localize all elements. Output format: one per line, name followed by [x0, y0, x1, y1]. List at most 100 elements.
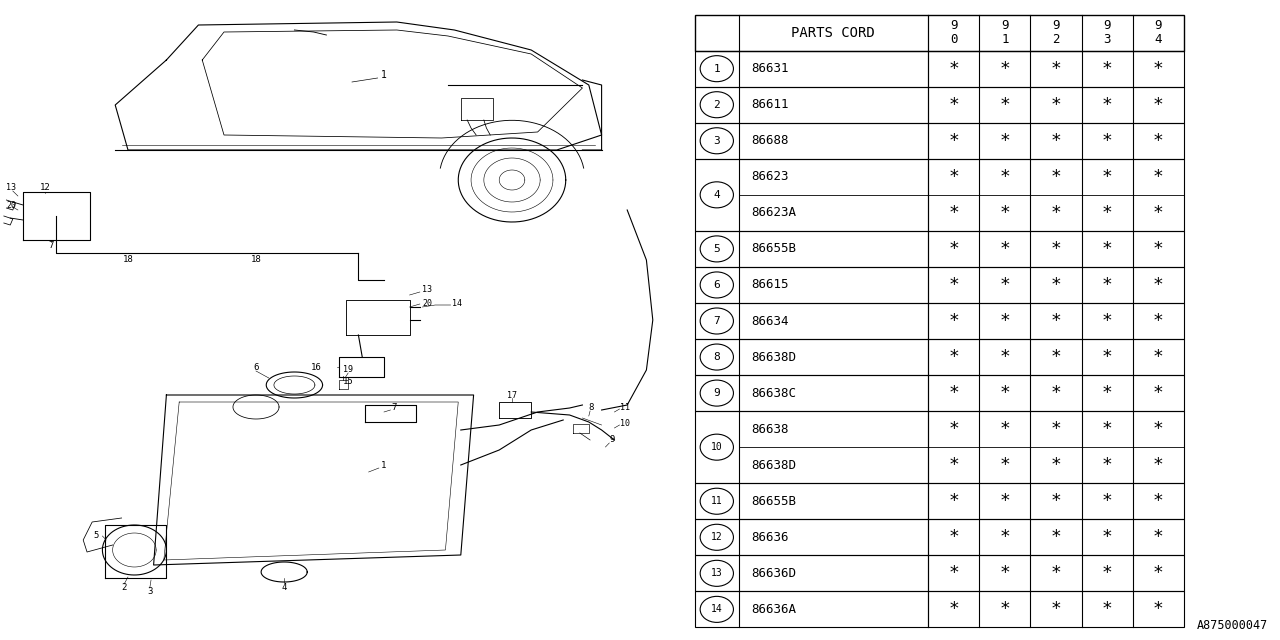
Bar	[695, 86, 1184, 123]
Text: *: *	[1153, 276, 1164, 294]
Text: 3: 3	[147, 588, 152, 596]
Text: 14: 14	[710, 604, 723, 614]
Text: *: *	[1051, 132, 1061, 150]
Text: 86688: 86688	[751, 134, 788, 147]
Text: 15: 15	[343, 378, 353, 387]
Text: *: *	[1102, 312, 1112, 330]
Text: *: *	[948, 384, 959, 402]
Text: *: *	[1051, 312, 1061, 330]
Text: 9: 9	[1001, 19, 1009, 32]
Text: 86638: 86638	[751, 422, 788, 436]
Text: *: *	[1102, 564, 1112, 582]
Text: *: *	[1153, 204, 1164, 222]
Text: *: *	[1051, 384, 1061, 402]
Text: *: *	[948, 240, 959, 258]
Text: 8: 8	[589, 403, 594, 413]
Text: 86634: 86634	[751, 314, 788, 328]
Text: *: *	[1153, 240, 1164, 258]
Text: 5: 5	[93, 531, 99, 540]
Text: *: *	[1153, 456, 1164, 474]
Text: *: *	[948, 348, 959, 366]
Text: *: *	[948, 276, 959, 294]
Text: *: *	[1153, 60, 1164, 77]
Text: *: *	[1153, 420, 1164, 438]
Text: *: *	[1051, 564, 1061, 582]
Text: *: *	[1102, 600, 1112, 618]
Text: *: *	[1000, 312, 1010, 330]
Text: 3: 3	[1103, 33, 1111, 46]
Text: 4: 4	[713, 190, 721, 200]
Text: 10: 10	[620, 419, 630, 428]
Text: *: *	[1102, 420, 1112, 438]
Text: 1: 1	[381, 461, 387, 470]
Text: 86636: 86636	[751, 531, 788, 544]
Text: 0: 0	[950, 33, 957, 46]
Text: 4: 4	[282, 582, 287, 591]
Bar	[695, 591, 1184, 627]
Text: *: *	[1153, 348, 1164, 366]
Text: *: *	[1102, 276, 1112, 294]
Text: 86655B: 86655B	[751, 495, 796, 508]
Text: 18: 18	[251, 255, 261, 264]
Text: *: *	[1051, 60, 1061, 77]
Text: 86631: 86631	[751, 62, 788, 75]
Text: 11: 11	[710, 496, 723, 506]
Text: *: *	[1153, 96, 1164, 114]
Text: 13: 13	[710, 568, 723, 579]
Text: *: *	[1051, 528, 1061, 547]
Bar	[695, 339, 1184, 375]
Bar	[695, 375, 1184, 411]
Text: 9: 9	[1052, 19, 1060, 32]
Text: 1: 1	[1001, 33, 1009, 46]
Text: 9: 9	[1155, 19, 1162, 32]
Text: 1: 1	[713, 63, 721, 74]
Text: *: *	[1102, 240, 1112, 258]
Text: *: *	[948, 600, 959, 618]
Text: *: *	[1000, 384, 1010, 402]
Text: 17: 17	[507, 390, 517, 399]
Text: 19: 19	[343, 365, 353, 374]
Text: 2: 2	[713, 100, 721, 109]
Text: *: *	[1000, 96, 1010, 114]
Text: 14: 14	[452, 298, 462, 307]
Text: 11: 11	[620, 403, 630, 412]
Text: *: *	[1153, 492, 1164, 510]
Text: *: *	[1102, 60, 1112, 77]
Text: 86638D: 86638D	[751, 351, 796, 364]
Text: *: *	[948, 564, 959, 582]
Text: 6: 6	[713, 280, 721, 290]
Text: *: *	[948, 420, 959, 438]
Text: *: *	[1153, 312, 1164, 330]
Text: 18: 18	[123, 255, 133, 264]
Text: *: *	[1051, 600, 1061, 618]
Text: *: *	[948, 204, 959, 222]
Bar	[695, 15, 1184, 51]
Text: *: *	[948, 456, 959, 474]
Text: A875000047: A875000047	[1197, 619, 1268, 632]
Text: *: *	[1000, 240, 1010, 258]
Text: *: *	[1102, 456, 1112, 474]
Text: *: *	[1051, 240, 1061, 258]
Text: *: *	[1051, 456, 1061, 474]
Text: *: *	[1153, 168, 1164, 186]
Text: *: *	[948, 528, 959, 547]
Text: *: *	[1000, 528, 1010, 547]
Text: 7: 7	[713, 316, 721, 326]
Text: 86636D: 86636D	[751, 567, 796, 580]
Text: *: *	[1153, 564, 1164, 582]
Text: 9: 9	[950, 19, 957, 32]
Text: *: *	[1000, 564, 1010, 582]
Text: *: *	[948, 168, 959, 186]
Text: 10: 10	[710, 442, 723, 452]
Text: *: *	[1051, 492, 1061, 510]
Text: *: *	[1153, 600, 1164, 618]
Text: *: *	[1102, 168, 1112, 186]
Text: *: *	[1153, 528, 1164, 547]
Text: 16: 16	[311, 362, 321, 371]
Text: *: *	[1102, 492, 1112, 510]
Text: *: *	[1051, 168, 1061, 186]
Text: *: *	[1000, 420, 1010, 438]
Text: 7: 7	[392, 403, 397, 412]
Text: 86638C: 86638C	[751, 387, 796, 399]
Text: *: *	[1000, 168, 1010, 186]
